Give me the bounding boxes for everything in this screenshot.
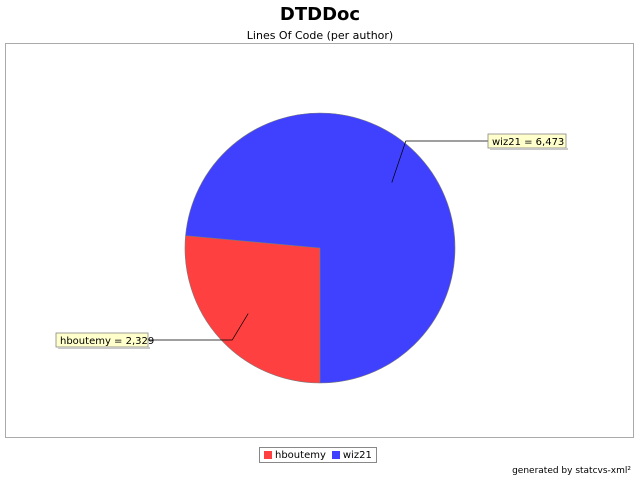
- slice-label-wiz21: wiz21 = 6,473: [492, 137, 564, 148]
- legend-label-wiz21: wiz21: [342, 449, 372, 461]
- legend-swatch-hboutemy: [264, 451, 272, 459]
- chart-title: DTDDoc: [279, 4, 361, 25]
- legend-label-hboutemy: hboutemy: [275, 449, 326, 461]
- pie-slice-hboutemy: [184, 235, 321, 384]
- legend-swatch-wiz21: [331, 451, 340, 459]
- slice-label-shadow-hboutemy: [58, 347, 150, 349]
- footer-credit: generated by statcvs-xml²: [512, 466, 631, 476]
- slice-label-shadow-wiz21: [490, 148, 568, 150]
- legend-item-hboutemy: hboutemy: [264, 450, 326, 461]
- chart-subtitle: Lines Of Code (per author): [246, 29, 394, 42]
- pie-slice-wiz21: [185, 112, 456, 384]
- legend-item-wiz21: wiz21: [331, 449, 372, 461]
- leader-line-wiz21: [391, 140, 488, 183]
- slice-label-hboutemy: hboutemy = 2,329: [60, 336, 154, 347]
- legend: hboutemy wiz21: [259, 447, 377, 463]
- leader-line-hboutemy: [148, 313, 249, 341]
